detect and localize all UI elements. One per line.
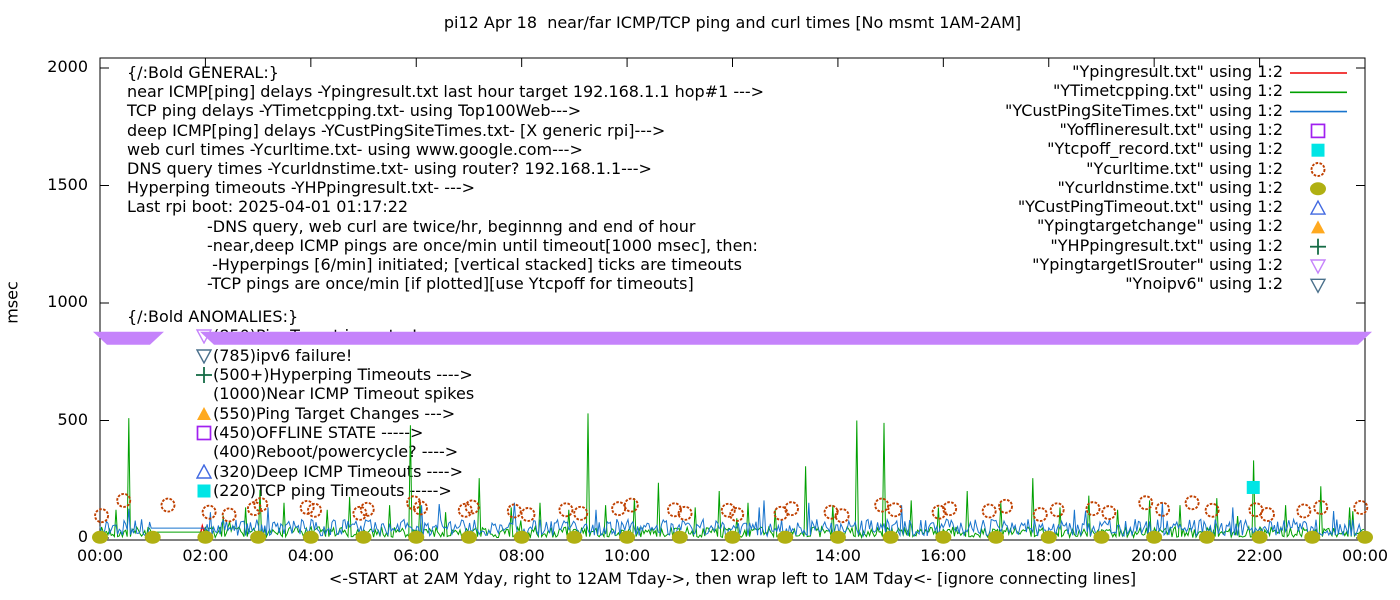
x-tick-label: 22:00 xyxy=(1236,546,1283,565)
anomaly-text-8: (220)TCP ping Timeouts -----> xyxy=(213,480,452,500)
anomaly-text-5: (450)OFFLINE STATE -----> xyxy=(213,422,424,442)
general-indent-0: -DNS query, web curl are twice/hr, begin… xyxy=(207,216,696,236)
anomaly-marker-square-filled xyxy=(196,483,212,498)
legend-label-Ytcpoff_record.txt: "Ytcpoff_record.txt" using 1:2 xyxy=(1047,139,1283,159)
x-tick-label: 16:00 xyxy=(920,546,967,565)
x-axis-label: <-START at 2AM Yday, right to 12AM Tday-… xyxy=(328,569,1137,588)
triangle-down-open-icon xyxy=(195,329,213,345)
general-line-6: Hyperping timeouts -YHPpingresult.txt- -… xyxy=(127,178,476,198)
anomaly-text-4: (550)Ping Target Changes ---> xyxy=(213,403,456,423)
x-tick-label: 02:00 xyxy=(182,546,229,565)
anomaly-text-3: (1000)Near ICMP Timeout spikes xyxy=(213,384,475,404)
anomaly-text-7: (320)Deep ICMP Timeouts ----> xyxy=(213,461,463,481)
x-tick-label: 12:00 xyxy=(709,546,756,565)
anomaly-text-0: (850)PingTarget is router! xyxy=(213,326,418,346)
legend-label-YCustPingSiteTimes.txt: "YCustPingSiteTimes.txt" using 1:2 xyxy=(1004,100,1283,120)
x-tick-label: 04:00 xyxy=(287,546,334,565)
legend-label-Ypingtargetchange: "Ypingtargetchange" using 1:2 xyxy=(1036,216,1283,236)
x-tick-label: 06:00 xyxy=(393,546,440,565)
anomaly-marker-square-open xyxy=(196,425,212,441)
anomaly-marker-triangle-down-open xyxy=(195,328,213,345)
general-line-1: near ICMP[ping] delays -Ypingresult.txt … xyxy=(127,82,765,102)
legend-label-YHPpingresult.txt: "YHPpingresult.txt" using 1:2 xyxy=(1050,235,1283,255)
triangle-up-open-icon xyxy=(195,463,213,479)
general-indent-3: -TCP pings are once/min [if plotted][use… xyxy=(207,274,694,294)
y-tick-label: 1000 xyxy=(47,292,88,311)
triangle-down-open-icon xyxy=(195,348,213,365)
anomaly-marker-triangle-up-filled xyxy=(196,406,212,420)
x-tick-label: 20:00 xyxy=(1131,546,1178,565)
triangle-down-open-icon xyxy=(195,348,213,365)
legend-label-Ycurldnstime.txt: "Ycurldnstime.txt" using 1:2 xyxy=(1057,177,1283,197)
legend-label-Ynoipv6: "Ynoipv6" using 1:2 xyxy=(1125,274,1283,294)
square-filled-icon xyxy=(197,484,211,498)
legend-label-YCustPingTimeout.txt: "YCustPingTimeout.txt" using 1:2 xyxy=(1017,197,1283,217)
general-line-5: DNS query times -Ycurldnstime.txt- using… xyxy=(127,159,652,178)
anomaly-text-2: (500+)Hyperping Timeouts ----> xyxy=(213,365,473,384)
general-line-7: Last rpi boot: 2025-04-01 01:17:22 xyxy=(127,197,409,217)
general-indent-1: -near,deep ICMP pings are once/min until… xyxy=(207,235,758,255)
square-open-icon xyxy=(196,425,212,441)
legend-label-YTimetcpping.txt: "YTimetcpping.txt" using 1:2 xyxy=(1052,81,1283,101)
y-tick-label: 0 xyxy=(77,527,88,546)
general-line-4: web curl times -Ycurltime.txt- using www… xyxy=(127,139,583,159)
anomaly-text-6: (400)Reboot/powercycle? ----> xyxy=(213,442,459,462)
anomaly-text-1: (785)ipv6 failure! xyxy=(213,345,353,365)
plus-icon xyxy=(196,367,212,383)
anomaly-marker-triangle-up-open xyxy=(195,463,213,479)
x-tick-label: 08:00 xyxy=(498,546,545,565)
triangle-up-filled-icon xyxy=(197,406,211,420)
y-tick-label: 1500 xyxy=(47,174,88,194)
anomaly-marker-plus xyxy=(196,367,212,383)
general-line-3: deep ICMP[ping] delays -YCustPingSiteTim… xyxy=(127,120,666,140)
chart-title: pi12 Apr 18 near/far ICMP/TCP ping and c… xyxy=(443,13,1022,32)
x-tick-label: 00:00 xyxy=(1341,546,1389,565)
x-tick-label: 14:00 xyxy=(814,546,861,565)
legend-label-Ypingresult.txt: "Ypingresult.txt" using 1:2 xyxy=(1072,62,1283,81)
general-line-2: TCP ping delays -YTimetcpping.txt- using… xyxy=(127,101,582,121)
square-open-icon xyxy=(196,425,212,441)
x-tick-label: 10:00 xyxy=(604,546,651,565)
y-tick-label: 500 xyxy=(57,409,88,429)
general-line-0: {/:Bold GENERAL:} xyxy=(127,63,279,82)
triangle-down-open-icon xyxy=(195,329,213,345)
y-tick-label: 2000 xyxy=(47,57,88,76)
x-tick-label: 18:00 xyxy=(1025,546,1072,565)
general-indent-2: -Hyperpings [6/min] initiated; [vertical… xyxy=(207,255,742,274)
triangle-up-filled-icon xyxy=(197,406,211,420)
legend-label-Ycurltime.txt: "Ycurltime.txt" using 1:2 xyxy=(1086,158,1283,178)
x-tick-label: 00:00 xyxy=(76,546,124,565)
legend-label-Yofflineresult.txt: "Yofflineresult.txt" using 1:2 xyxy=(1059,119,1283,139)
triangle-up-open-icon xyxy=(195,463,213,479)
anomalies-header: {/:Bold ANOMALIES:} xyxy=(127,307,299,326)
legend-label-YpingtargetISrouter: "YpingtargetISrouter" using 1:2 xyxy=(1032,255,1283,274)
anomaly-marker-triangle-down-open xyxy=(195,348,213,365)
square-filled-icon xyxy=(197,484,211,498)
